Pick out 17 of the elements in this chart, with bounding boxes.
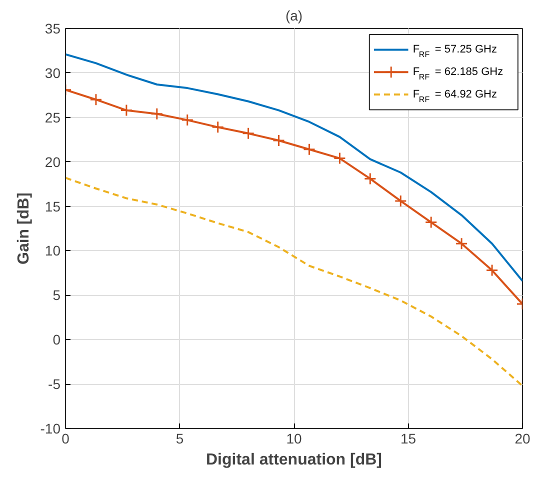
y-tick-label: 15 xyxy=(44,198,61,214)
y-tick-label: 25 xyxy=(44,109,61,126)
y-tick-label: 35 xyxy=(44,20,61,36)
x-tick-label: 20 xyxy=(514,430,530,446)
y-tick-label: 30 xyxy=(44,64,61,81)
x-axis-title: Digital attenuation [dB] xyxy=(206,452,382,468)
y-tick-label: 5 xyxy=(52,287,61,304)
y-tick-label: 20 xyxy=(44,154,61,170)
x-tick-label: 10 xyxy=(286,430,302,446)
y-tick-label: -5 xyxy=(48,376,61,392)
y-tick-label: 0 xyxy=(52,332,61,348)
y-axis-title: Gain [dB] xyxy=(15,192,32,264)
chart-title: (a) xyxy=(285,8,303,24)
x-tick-label: 5 xyxy=(176,430,184,446)
y-tick-label: 10 xyxy=(44,242,61,259)
x-tick-label: 15 xyxy=(400,430,416,446)
y-tick-label: -10 xyxy=(40,420,61,436)
